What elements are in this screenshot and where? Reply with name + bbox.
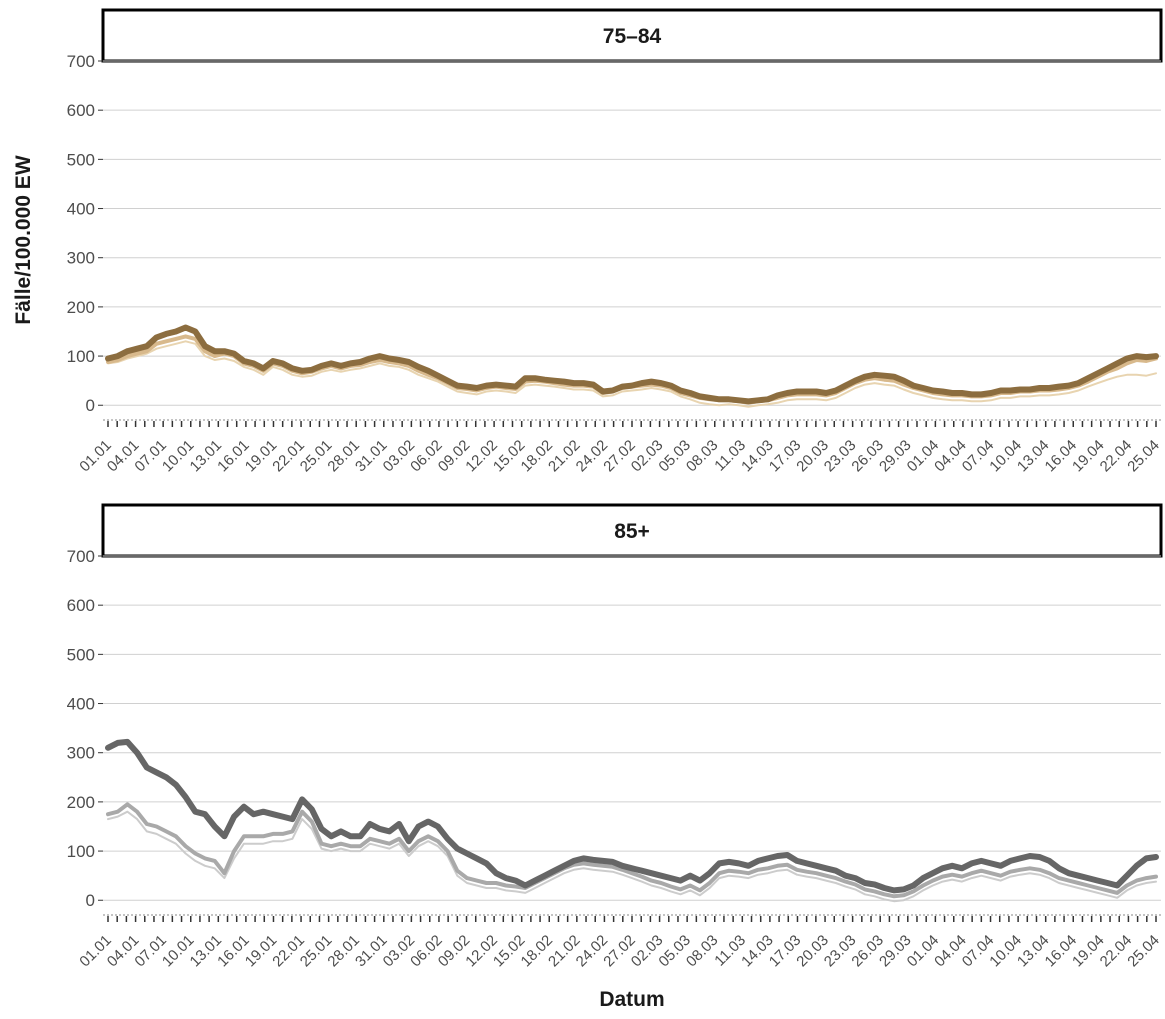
x-tick-label: 25.04 (1124, 437, 1163, 476)
y-tick-label: 0 (86, 396, 95, 415)
y-axis: 0 100 200 300 400 500 600 700 (67, 52, 103, 415)
x-tick-label: 25.04 (1124, 932, 1163, 971)
y-tick-label: 700 (67, 52, 95, 71)
y-tick-label: 200 (67, 298, 95, 317)
y-tick-label: 400 (67, 200, 95, 219)
series-lines (105, 324, 1159, 408)
y-axis: 0 100 200 300 400 500 600 700 (67, 547, 103, 910)
y-tick-label: 700 (67, 547, 95, 566)
y-tick-label: 100 (67, 347, 95, 366)
strip-box (101, 503, 1163, 558)
y-tick-label: 500 (67, 150, 95, 169)
series-lines (105, 738, 1159, 903)
y-gridlines (103, 555, 1161, 916)
panel-85-plus: 85+ 0 100 200 300 400 500 600 700 01.0104.0107.… (67, 503, 1163, 970)
y-tick-label: 600 (67, 596, 95, 615)
series-line-1 (105, 324, 1159, 405)
x-axis-title: Datum (599, 988, 664, 1011)
panel-75-84: 75–84 0 100 200 300 400 500 600 700 01.0104.010… (67, 8, 1163, 475)
x-axis: 01.0104.0107.0110.0113.0116.0119.0122.01… (76, 916, 1163, 970)
strip-label: 75–84 (603, 25, 662, 48)
y-gridlines (103, 60, 1161, 421)
series-line-1 (105, 738, 1159, 894)
y-axis-title: Fälle/100.000 EW (12, 155, 35, 324)
y-tick-label: 300 (67, 744, 95, 763)
y-tick-label: 200 (67, 793, 95, 812)
strip-label: 85+ (614, 520, 650, 543)
x-tick-label: 08.03 (683, 437, 722, 476)
y-tick-label: 600 (67, 101, 95, 120)
series-line-3 (107, 340, 1157, 408)
series-line-2 (106, 802, 1158, 899)
x-tick-label: 08.03 (683, 932, 722, 971)
y-tick-label: 400 (67, 695, 95, 714)
series-line-3 (107, 810, 1157, 903)
y-tick-label: 500 (67, 645, 95, 664)
strip-box (101, 8, 1163, 63)
y-tick-label: 0 (86, 891, 95, 910)
x-axis: 01.0104.0107.0110.0113.0116.0119.0122.01… (76, 421, 1163, 475)
y-tick-label: 100 (67, 842, 95, 861)
y-tick-label: 300 (67, 249, 95, 268)
